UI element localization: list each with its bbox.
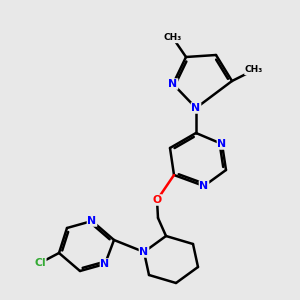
Text: O: O — [152, 195, 162, 205]
Text: N: N — [140, 247, 148, 257]
Text: Cl: Cl — [34, 258, 46, 268]
Text: N: N — [191, 103, 201, 113]
Text: N: N — [87, 216, 97, 226]
Text: N: N — [100, 259, 109, 269]
Text: CH₃: CH₃ — [245, 65, 263, 74]
Text: N: N — [218, 139, 226, 149]
Text: CH₃: CH₃ — [164, 34, 182, 43]
Text: N: N — [168, 79, 178, 89]
Text: N: N — [200, 181, 208, 191]
